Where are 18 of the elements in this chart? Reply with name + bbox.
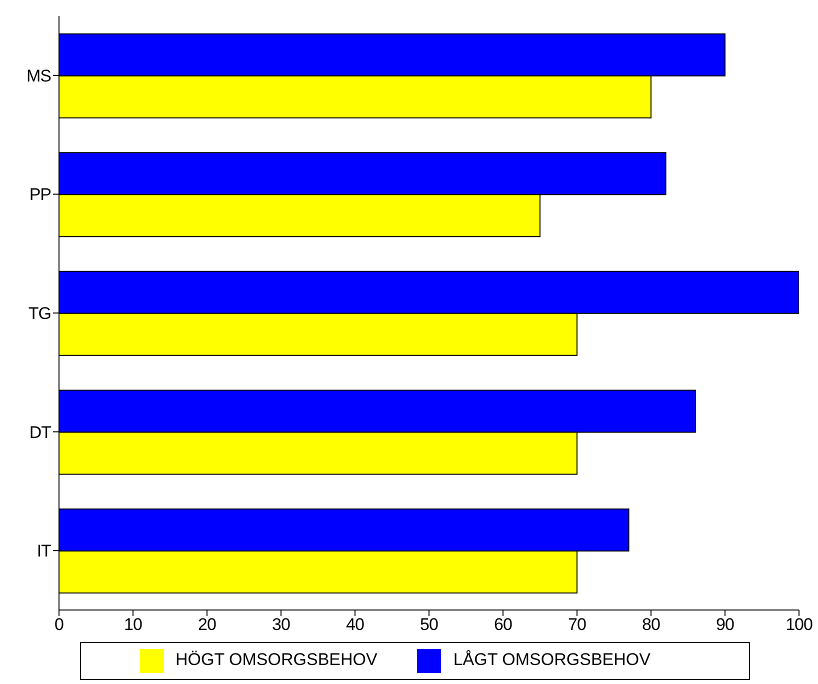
y-tick-label: IT	[36, 542, 52, 561]
x-tick-label: 20	[198, 615, 216, 634]
x-tick-label: 30	[272, 615, 290, 634]
x-tick-label: 0	[54, 615, 64, 634]
x-tick-label: 100	[786, 615, 812, 634]
legend-label: HÖGT OMSORGSBEHOV	[176, 650, 378, 670]
x-tick-label: 90	[716, 615, 734, 634]
x-tick-label: 70	[568, 615, 586, 634]
y-tick-label: TG	[28, 304, 51, 324]
y-tick-label: MS	[26, 66, 52, 86]
x-tick-label: 10	[124, 615, 142, 634]
x-tick-label: 80	[642, 615, 660, 634]
legend-label: LÅGT OMSORGSBEHOV	[453, 650, 650, 670]
x-tick-label: 60	[494, 615, 512, 634]
y-tick-label: DT	[29, 422, 52, 442]
x-tick-label: 50	[420, 615, 438, 634]
y-tick-label: PP	[29, 185, 52, 204]
x-tick-label: 40	[346, 615, 364, 634]
